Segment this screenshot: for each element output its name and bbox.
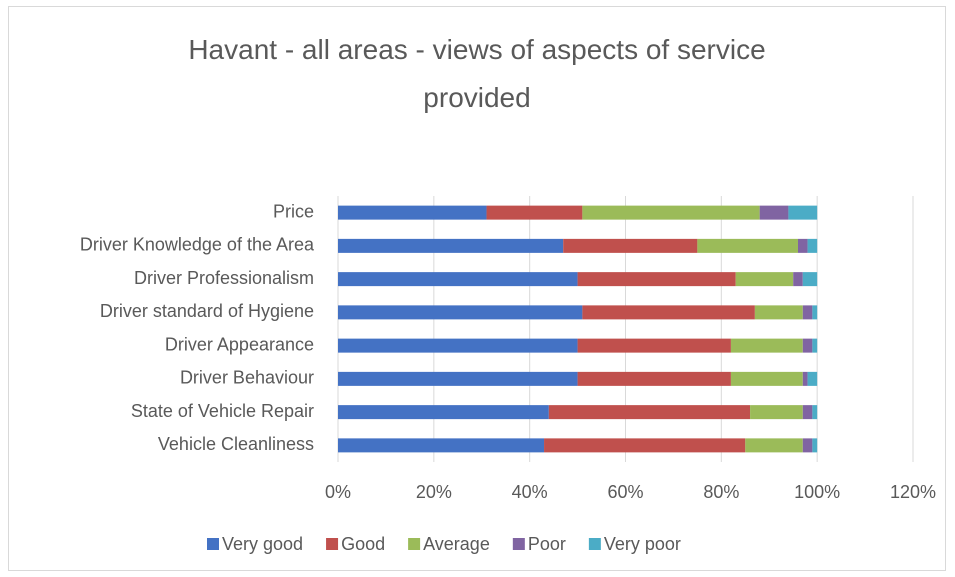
bar-segment (338, 305, 583, 320)
bar-segment (802, 371, 808, 386)
legend-label: Poor (528, 534, 566, 554)
bar-segment (730, 338, 803, 353)
bar-segment (802, 405, 813, 420)
bar-segment (812, 305, 818, 320)
chart-title: Havant - all areas - views of aspects of… (188, 34, 765, 113)
y-tick-label: Driver Knowledge of the Area (80, 235, 315, 255)
legend-swatch (408, 538, 421, 550)
bar-segment (697, 238, 798, 253)
y-tick-label: Price (273, 201, 314, 221)
legend-swatch (326, 538, 339, 550)
x-tick-label: 40% (512, 482, 548, 502)
bar-segment (544, 438, 746, 453)
bar-segment (577, 371, 731, 386)
x-tick-label: 60% (607, 482, 643, 502)
bar-segment (812, 338, 818, 353)
bar-segment (730, 371, 803, 386)
y-tick-label: State of Vehicle Repair (131, 401, 314, 421)
bar-segment (338, 272, 578, 287)
bar-segment (486, 205, 583, 220)
bar-segment (812, 405, 818, 420)
y-tick-label: Driver standard of Hygiene (100, 301, 314, 321)
bar-segment (338, 438, 545, 453)
bar-segment (735, 272, 794, 287)
y-tick-label: Driver Behaviour (180, 368, 314, 388)
bar-segment (802, 338, 813, 353)
legend-label: Average (423, 534, 490, 554)
y-tick-label: Vehicle Cleanliness (158, 434, 314, 454)
y-tick-label: Driver Professionalism (134, 268, 314, 288)
legend-swatch (512, 538, 525, 550)
bar-segment (338, 405, 549, 420)
x-tick-label: 100% (794, 482, 840, 502)
x-tick-label: 0% (325, 482, 351, 502)
legend-label: Very poor (604, 534, 681, 554)
bar-segment (788, 205, 818, 220)
bar-segment (582, 205, 760, 220)
bar-segment (759, 205, 789, 220)
bar-segment (807, 371, 818, 386)
legend-label: Very good (222, 534, 303, 554)
bar-segment (750, 405, 803, 420)
legend-label: Good (341, 534, 385, 554)
bar-segment (802, 438, 813, 453)
x-tick-label: 20% (416, 482, 452, 502)
bar-segment (582, 305, 755, 320)
bar-segment (338, 238, 564, 253)
legend-swatch (207, 538, 219, 550)
x-tick-label: 80% (703, 482, 739, 502)
bar-segment (812, 438, 818, 453)
bar-segment (548, 405, 751, 420)
bar-segment (754, 305, 803, 320)
bar-segment (798, 238, 808, 253)
bar-segment (338, 205, 487, 220)
bar-segment (577, 272, 736, 287)
bar-segment (807, 238, 818, 253)
bar-segment (338, 371, 578, 386)
bar-segment (745, 438, 803, 453)
bar-segment (802, 272, 818, 287)
bar-segment (577, 338, 731, 353)
x-tick-label: 120% (890, 482, 936, 502)
y-tick-label: Driver Appearance (165, 334, 314, 354)
bar-segment (793, 272, 803, 287)
chart-frame (8, 6, 946, 571)
bar-segment (338, 338, 578, 353)
bar-segment (802, 305, 813, 320)
bar-segment (563, 238, 698, 253)
legend-swatch (588, 538, 601, 550)
